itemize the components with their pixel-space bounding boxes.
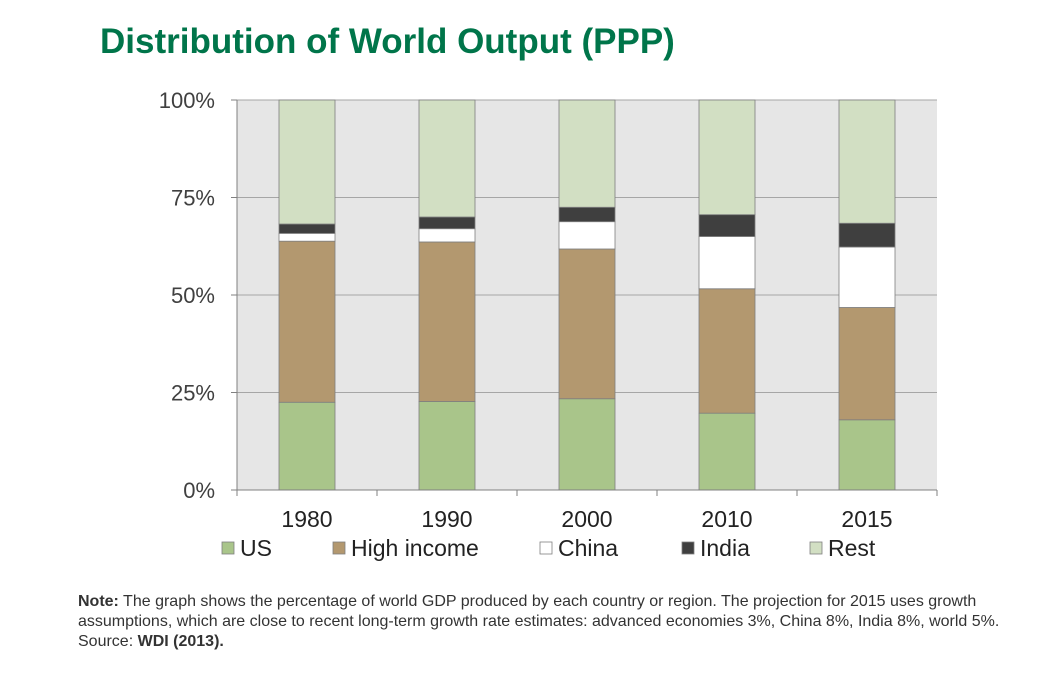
bar-segment (418, 401, 476, 491)
note-source: WDI (2013). (137, 633, 224, 650)
chart-title: Distribution of World Output (PPP) (100, 22, 675, 61)
bar-segment (698, 214, 756, 237)
x-tick-label: 2000 (561, 506, 612, 532)
bar-segment (418, 216, 476, 230)
chart-note: Note: The graph shows the percentage of … (78, 592, 1053, 652)
stacked-bar-chart: 0% 25% 50% 75% 100% 1980 1990 2000 2010 2015 US H… (159, 88, 938, 561)
bar-segment (278, 240, 336, 403)
bar-segment (838, 246, 896, 308)
bar-segment (418, 99, 476, 218)
y-tick-labels: 0% 25% 50% 75% 100% (159, 88, 215, 503)
bar-segment (558, 206, 616, 223)
bar-segment (838, 419, 896, 491)
y-tick-label: 100% (159, 88, 215, 113)
bars (278, 99, 896, 491)
bar-segment (838, 222, 896, 248)
bar-segment (278, 223, 336, 234)
bar-segment (278, 401, 336, 491)
legend-swatch (332, 541, 346, 555)
x-tick-label: 1980 (281, 506, 332, 532)
x-tick-labels: 1980 1990 2000 2010 2015 (281, 506, 892, 532)
legend-label: US (240, 535, 272, 561)
y-tick-label: 75% (171, 186, 215, 211)
legend-label: China (558, 535, 618, 561)
bar-segment (558, 221, 616, 250)
bar-segment (278, 232, 336, 242)
legend: US High income China India Rest (221, 535, 876, 561)
bar-segment (418, 241, 476, 402)
y-tick-label: 50% (171, 283, 215, 308)
bar-segment (698, 99, 756, 216)
bar-segment (558, 99, 616, 208)
note-text: The graph shows the percentage of world … (78, 593, 1000, 650)
bar-segment (418, 228, 476, 243)
note-label: Note: (78, 593, 119, 610)
x-tick-label: 1990 (421, 506, 472, 532)
legend-swatch (539, 541, 553, 555)
bar-segment (838, 307, 896, 421)
legend-label: Rest (828, 535, 876, 561)
y-tick-label: 25% (171, 381, 215, 406)
legend-label: High income (351, 535, 479, 561)
bar-segment (558, 398, 616, 491)
legend-swatch (809, 541, 823, 555)
y-tick-label: 0% (183, 478, 215, 503)
x-tick-label: 2015 (841, 506, 892, 532)
x-tick-label: 2010 (701, 506, 752, 532)
legend-swatch (681, 541, 695, 555)
bar-segment (698, 412, 756, 491)
legend-swatch (221, 541, 235, 555)
bar-segment (698, 288, 756, 414)
bar-segment (838, 99, 896, 224)
bar-segment (278, 99, 336, 225)
legend-label: India (700, 535, 750, 561)
bar-segment (698, 236, 756, 290)
axes (231, 99, 938, 496)
bar-segment (558, 248, 616, 400)
